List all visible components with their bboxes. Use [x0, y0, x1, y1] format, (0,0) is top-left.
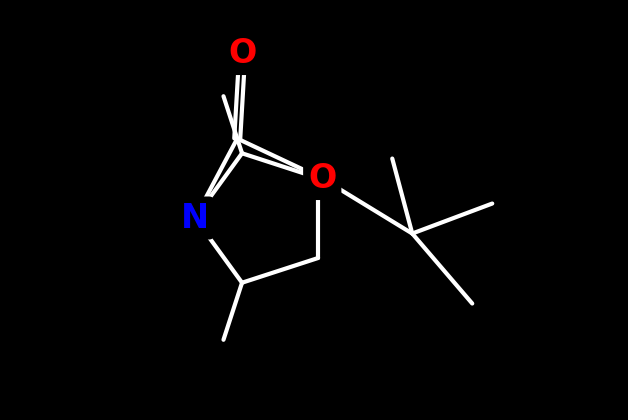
- Text: O: O: [308, 162, 337, 195]
- Text: N: N: [181, 202, 209, 234]
- Text: O: O: [228, 37, 256, 70]
